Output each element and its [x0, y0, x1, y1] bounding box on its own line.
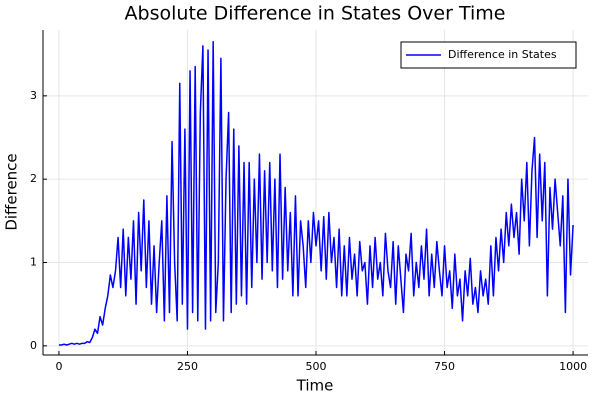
y-tick-label: 0: [30, 339, 37, 352]
y-tick-label: 3: [30, 89, 37, 102]
y-tick-label: 2: [30, 172, 37, 185]
x-tick-label: 250: [177, 360, 198, 373]
x-tick-label: 1000: [559, 360, 587, 373]
y-axis-label: Difference: [3, 153, 21, 230]
chart-title: Absolute Difference in States Over Time: [125, 3, 506, 25]
x-tick-label: 0: [55, 360, 62, 373]
legend-label: Difference in States: [448, 48, 557, 61]
x-tick-label: 500: [306, 360, 327, 373]
y-tick-label: 1: [30, 256, 37, 269]
data-line: [58, 40, 574, 346]
x-axis-label: Time: [296, 377, 334, 395]
x-tick-label: 750: [434, 360, 455, 373]
